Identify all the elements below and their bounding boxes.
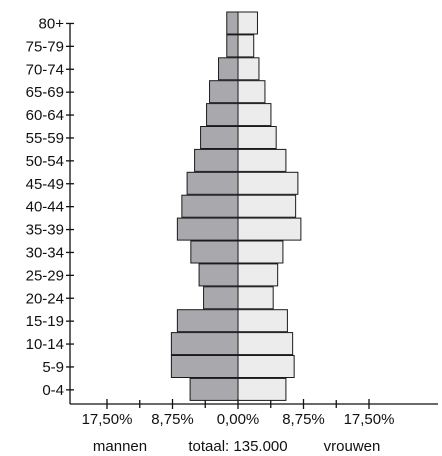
bar-mannen-80+ — [226, 11, 239, 35]
bar-mannen-75-79 — [226, 34, 239, 58]
label-vrouwen: vrouwen — [324, 438, 381, 455]
bar-vrouwen-35-39 — [237, 217, 302, 241]
bar-vrouwen-75-79 — [237, 34, 255, 58]
bar-mannen-40-44 — [181, 194, 239, 218]
age-label-70-74: 70-74 — [26, 61, 64, 78]
bar-vrouwen-65-69 — [237, 80, 266, 104]
age-label-40-44: 40-44 — [26, 199, 64, 216]
age-label-35-39: 35-39 — [26, 222, 64, 239]
age-label-55-59: 55-59 — [26, 130, 64, 147]
age-label-15-19: 15-19 — [26, 313, 64, 330]
x-tick-label-3: 8,75% — [282, 411, 325, 428]
bar-vrouwen-80+ — [237, 11, 258, 35]
bar-mannen-50-54 — [194, 148, 239, 172]
bar-mannen-30-34 — [190, 240, 239, 264]
x-tick-label-4: 17,50% — [344, 411, 395, 428]
age-label-20-24: 20-24 — [26, 290, 64, 307]
bar-vrouwen-15-19 — [237, 309, 288, 333]
bar-mannen-70-74 — [218, 57, 239, 81]
bar-vrouwen-0-4 — [237, 377, 287, 401]
age-label-65-69: 65-69 — [26, 84, 64, 101]
bar-vrouwen-20-24 — [237, 286, 274, 310]
bar-mannen-25-29 — [198, 263, 239, 287]
bar-vrouwen-60-64 — [237, 103, 272, 127]
bar-mannen-5-9 — [170, 355, 239, 378]
age-labels-group: 0-4 5-9 10-14 15-19 20-24 25-29 30-34 35-39 40-4… — [26, 15, 65, 398]
bar-mannen-35-39 — [176, 217, 239, 241]
bar-mannen-0-4 — [189, 377, 239, 401]
bar-vrouwen-50-54 — [237, 148, 287, 172]
bars-group — [170, 11, 302, 401]
age-label-80+: 80+ — [39, 15, 65, 32]
age-label-25-29: 25-29 — [26, 267, 64, 284]
bar-vrouwen-25-29 — [237, 263, 279, 287]
age-label-5-9: 5-9 — [42, 359, 64, 376]
bar-mannen-60-64 — [206, 103, 239, 127]
y-axis — [66, 22, 74, 404]
age-label-50-54: 50-54 — [26, 153, 64, 170]
bar-mannen-55-59 — [200, 126, 239, 149]
bar-mannen-10-14 — [170, 332, 239, 356]
bar-mannen-45-49 — [186, 171, 239, 195]
bar-vrouwen-45-49 — [237, 171, 299, 195]
bar-vrouwen-30-34 — [237, 240, 284, 264]
age-label-30-34: 30-34 — [26, 244, 64, 261]
x-tick-label-1: 8,75% — [151, 411, 194, 428]
bar-vrouwen-40-44 — [237, 194, 297, 218]
bar-vrouwen-55-59 — [237, 126, 277, 149]
age-label-75-79: 75-79 — [26, 38, 64, 55]
age-label-60-64: 60-64 — [26, 107, 64, 124]
bar-mannen-20-24 — [203, 286, 239, 310]
bar-mannen-15-19 — [176, 309, 239, 333]
bar-vrouwen-10-14 — [237, 332, 294, 356]
bar-vrouwen-5-9 — [237, 355, 295, 378]
age-label-10-14: 10-14 — [26, 336, 64, 353]
age-label-0-4: 0-4 — [42, 382, 64, 399]
x-tick-label-2: 0,00% — [217, 411, 260, 428]
label-mannen: mannen — [93, 438, 147, 455]
bar-mannen-65-69 — [209, 80, 239, 104]
x-axis — [70, 399, 438, 409]
x-tick-labels-group: 17,50% 8,75% 0,00% 8,75% 17,50% — [82, 411, 395, 428]
x-tick-label-0: 17,50% — [82, 411, 133, 428]
label-totaal: totaal: 135.000 — [188, 438, 287, 455]
age-label-45-49: 45-49 — [26, 176, 64, 193]
bar-vrouwen-70-74 — [237, 57, 260, 81]
